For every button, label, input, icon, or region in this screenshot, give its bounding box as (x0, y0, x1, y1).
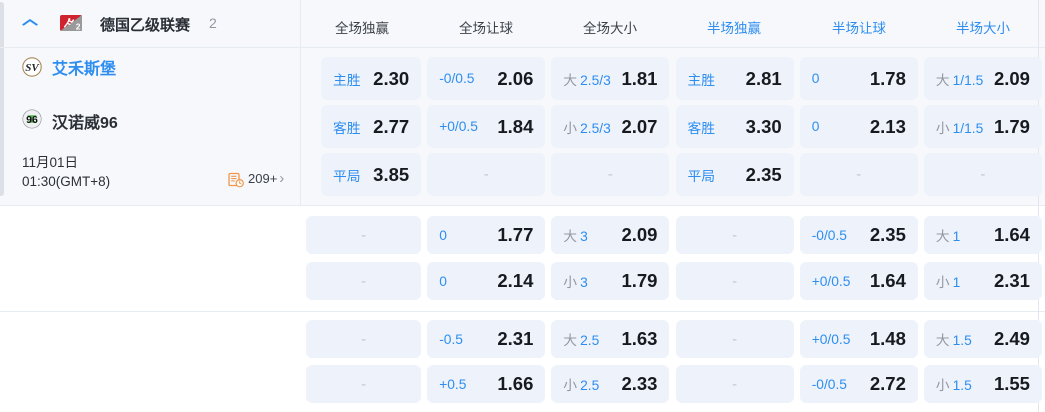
svg-text:96: 96 (26, 114, 38, 126)
svg-text:2: 2 (76, 22, 81, 32)
svg-text:SV: SV (25, 62, 40, 74)
